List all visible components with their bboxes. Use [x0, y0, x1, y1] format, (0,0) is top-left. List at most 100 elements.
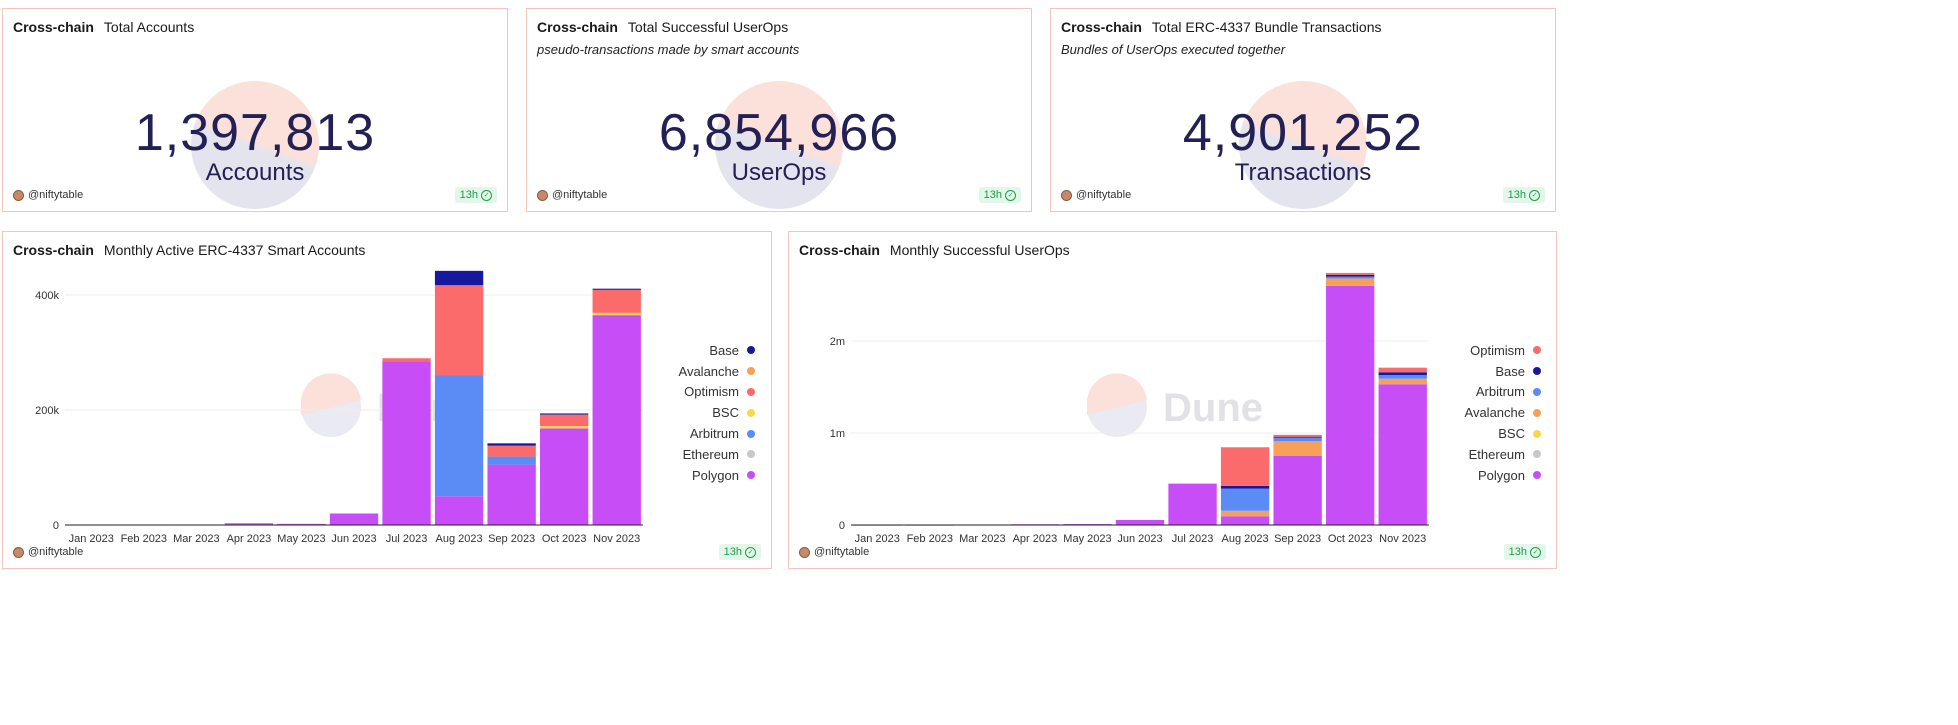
counter-card-bundle-transactions: Cross-chain Total ERC-4337 Bundle Transac… [1050, 8, 1556, 212]
freshness-badge[interactable]: 13h ✓ [454, 187, 497, 203]
x-tick-label: Jan 2023 [69, 533, 114, 545]
check-circle-icon: ✓ [1529, 189, 1540, 201]
y-tick-label: 0 [839, 520, 845, 532]
chart-panel-active-accounts: Cross-chain Monthly Active ERC-4337 Smart… [2, 231, 772, 569]
bar-segment-base [1378, 372, 1427, 376]
bar-segment-optimism [1220, 447, 1270, 486]
legend-swatch-icon [747, 471, 755, 480]
bar-segment-avalanche [1378, 378, 1427, 385]
y-tick-label: 1m [830, 428, 845, 440]
bar-segment-base [434, 270, 484, 286]
legend-item-ethereum[interactable]: Ethereum [603, 444, 755, 465]
bar-segment-polygon [1220, 516, 1270, 525]
bar-segment-arbitrum [434, 375, 484, 497]
legend-swatch-icon [747, 346, 755, 355]
legend-label: Ethereum [682, 446, 739, 462]
bar-segment-polygon [1115, 519, 1165, 525]
x-tick-label: Oct 2023 [542, 533, 587, 545]
legend-swatch-icon [747, 408, 755, 417]
bar-segment-polygon [382, 361, 431, 525]
bar-segment-optimism [1273, 434, 1322, 437]
author-link[interactable]: @niftytable [799, 546, 869, 558]
legend-item-base[interactable]: Base [1389, 361, 1541, 382]
bar-segment-base [1220, 485, 1270, 489]
x-tick-label: May 2023 [1063, 533, 1111, 545]
x-tick-label: Feb 2023 [907, 533, 953, 545]
legend-item-polygon[interactable]: Polygon [603, 465, 755, 486]
card-header: Cross-chain Monthly Active ERC-4337 Smart… [13, 242, 365, 258]
legend-item-polygon[interactable]: Polygon [1389, 465, 1541, 486]
avatar [1061, 189, 1072, 201]
legend-swatch-icon [747, 429, 755, 438]
card-header: Cross-chain Total Successful UserOps [537, 19, 788, 35]
stacked-bar-chart[interactable]: Dune 0 1m 2m Jan 2023 Feb 2023 Mar 2023 Apr 202… [789, 232, 1556, 568]
x-tick-label: May 2023 [277, 533, 325, 545]
x-tick-label: Jun 2023 [331, 533, 376, 545]
card-title: Total Accounts [103, 19, 195, 35]
bar-segment-bsc [540, 426, 589, 429]
bar-segment-base [487, 443, 536, 446]
bar-segment-optimism [1378, 367, 1427, 373]
x-tick-label: Sep 2023 [488, 533, 535, 545]
freshness-label: 13h [459, 189, 478, 201]
dune-logo-icon [715, 81, 843, 209]
legend-item-ethereum[interactable]: Ethereum [1389, 444, 1541, 465]
legend-label: Optimism [1470, 342, 1525, 358]
counter-value: 1,397,813 [134, 104, 376, 162]
bar-segment-optimism [487, 445, 536, 457]
legend-item-optimism[interactable]: Optimism [1389, 340, 1541, 361]
author-link[interactable]: @niftytable [1061, 189, 1131, 201]
x-tick-label: Nov 2023 [593, 533, 640, 545]
dune-logo-icon [191, 81, 319, 209]
legend-item-bsc[interactable]: BSC [1389, 423, 1541, 444]
bar-segment-polygon [1273, 456, 1322, 525]
bar-segment-base [1326, 274, 1375, 277]
legend-item-arbitrum[interactable]: Arbitrum [1389, 382, 1541, 403]
legend-item-avalanche[interactable]: Avalanche [603, 361, 755, 382]
legend-item-base[interactable]: Base [603, 340, 755, 361]
bar-segment-base [540, 413, 589, 415]
chart-legend[interactable]: Base Avalanche Optimism BSC Arbitrum Ethereum… [603, 340, 755, 486]
check-circle-icon: ✓ [745, 546, 756, 558]
chart-legend[interactable]: Optimism Base Arbitrum Avalanche BSC Ethereum… [1389, 340, 1541, 486]
author-link[interactable]: @niftytable [13, 546, 83, 558]
card-header: Cross-chain Monthly Successful UserOps [799, 242, 1070, 258]
legend-label: Arbitrum [1475, 384, 1525, 400]
freshness-badge[interactable]: 13h ✓ [718, 544, 761, 560]
legend-label: Polygon [692, 467, 739, 483]
card-subtitle: pseudo-transactions made by smart accoun… [537, 42, 800, 57]
legend-swatch-icon [1533, 471, 1541, 480]
bar-segment-arbitrum [1273, 437, 1322, 442]
x-tick-label: Jul 2023 [1172, 533, 1214, 545]
legend-swatch-icon [1533, 387, 1541, 396]
author-name: @niftytable [1076, 189, 1132, 201]
legend-label: Ethereum [1468, 446, 1525, 462]
chain-label: Cross-chain [13, 19, 94, 35]
card-header: Cross-chain Total ERC-4337 Bundle Transac… [1061, 19, 1382, 35]
legend-swatch-icon [747, 387, 755, 396]
freshness-badge[interactable]: 13h ✓ [1503, 544, 1546, 560]
legend-label: Optimism [684, 384, 739, 400]
author-link[interactable]: @niftytable [13, 189, 83, 201]
freshness-badge[interactable]: 13h ✓ [1502, 187, 1545, 203]
counter-card-total-accounts: Cross-chain Total Accounts 1,397,813 Acco… [2, 8, 508, 212]
legend-label: Avalanche [1464, 405, 1525, 421]
author-link[interactable]: @niftytable [537, 189, 607, 201]
x-tick-label: Jan 2023 [855, 533, 900, 545]
x-tick-label: Aug 2023 [1222, 533, 1269, 545]
legend-label: Arbitrum [689, 426, 739, 442]
x-tick-label: Nov 2023 [1379, 533, 1426, 545]
legend-swatch-icon [1533, 450, 1541, 459]
legend-item-bsc[interactable]: BSC [603, 402, 755, 423]
watermark-logo-wedge [300, 373, 361, 415]
legend-item-optimism[interactable]: Optimism [603, 382, 755, 403]
legend-item-arbitrum[interactable]: Arbitrum [603, 423, 755, 444]
freshness-badge[interactable]: 13h ✓ [978, 187, 1021, 203]
legend-item-avalanche[interactable]: Avalanche [1389, 402, 1541, 423]
legend-swatch-icon [1533, 367, 1541, 376]
bar-segment-polygon [540, 428, 589, 525]
counter-value: 4,901,252 [1182, 104, 1424, 162]
x-tick-label: Feb 2023 [121, 533, 167, 545]
bar-segment-polygon [1378, 384, 1427, 525]
